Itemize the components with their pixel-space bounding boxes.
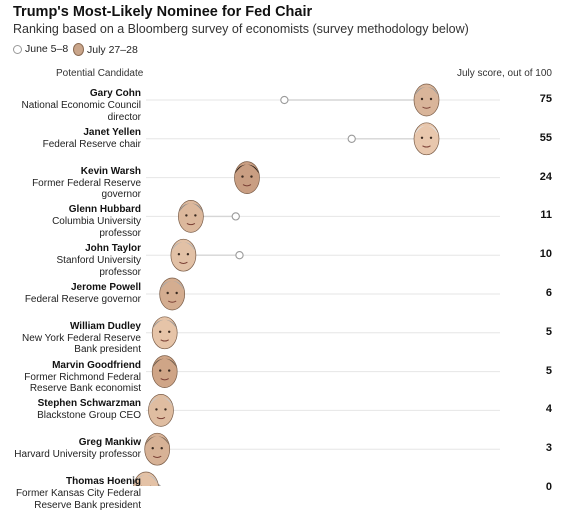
candidate-role-line: Reserve Bank economist [1, 383, 141, 395]
july-portrait-marker [414, 123, 439, 155]
july-score-label: 6 [522, 287, 552, 299]
candidate-role: Federal Reserve governor [1, 294, 141, 306]
july-portrait-marker [160, 278, 185, 310]
july-score-label: 10 [522, 248, 552, 260]
july-portrait-marker [414, 84, 439, 116]
candidate-name: William Dudley [1, 321, 141, 332]
candidate-name: Marvin Goodfriend [1, 360, 141, 371]
june-score-marker [236, 252, 243, 259]
candidate-role-line: Stanford University [1, 255, 141, 267]
candidate-role-line: Former Federal Reserve [1, 178, 141, 190]
july-portrait-marker [234, 162, 259, 194]
candidate-role-line: Harvard University professor [1, 449, 141, 461]
candidate-role-line: Columbia University [1, 216, 141, 228]
july-portrait-marker [178, 200, 203, 232]
candidate-role-line: National Economic Council [1, 100, 141, 112]
june-score-marker [348, 135, 355, 142]
candidate-name: Gary Cohn [1, 88, 141, 99]
july-portrait-marker [171, 239, 196, 271]
candidate-role: Federal Reserve chair [1, 139, 141, 151]
candidate-role-line: Federal Reserve governor [1, 294, 141, 306]
july-score-label: 11 [522, 209, 552, 221]
candidate-role: Harvard University professor [1, 449, 141, 461]
candidate-role-line: professor [1, 228, 141, 240]
candidate-role-line: Federal Reserve chair [1, 139, 141, 151]
candidate-name: Kevin Warsh [1, 166, 141, 177]
july-portrait-marker [148, 394, 173, 426]
candidate-name: John Taylor [1, 243, 141, 254]
july-score-label: 5 [522, 365, 552, 377]
candidate-role-line: director [1, 112, 141, 124]
july-score-label: 4 [522, 403, 552, 415]
candidate-role-line: New York Federal Reserve [1, 333, 141, 345]
candidate-name: Thomas Hoenig [1, 476, 141, 487]
july-score-label: 5 [522, 326, 552, 338]
july-portrait-marker [145, 433, 170, 465]
candidate-role-line: Former Richmond Federal [1, 372, 141, 384]
candidate-name: Glenn Hubbard [1, 204, 141, 215]
july-score-label: 0 [522, 481, 552, 493]
july-score-label: 75 [522, 93, 552, 105]
july-score-label: 24 [522, 171, 552, 183]
july-portrait-marker [152, 356, 177, 388]
candidate-role-line: Bank president [1, 344, 141, 356]
july-portrait-marker [152, 317, 177, 349]
candidate-role-line: professor [1, 267, 141, 279]
july-score-label: 55 [522, 132, 552, 144]
candidate-name: Jerome Powell [1, 282, 141, 293]
candidate-role-line: Blackstone Group CEO [1, 410, 141, 422]
candidate-name: Stephen Schwarzman [1, 398, 141, 409]
june-score-marker [232, 213, 239, 220]
candidate-name: Greg Mankiw [1, 437, 141, 448]
june-score-marker [281, 96, 288, 103]
july-score-label: 3 [522, 442, 552, 454]
candidate-role-line: Former Kansas City Federal [1, 488, 141, 500]
candidate-role-line: Reserve Bank president [1, 500, 141, 511]
candidate-name: Janet Yellen [1, 127, 141, 138]
candidate-role: Blackstone Group CEO [1, 410, 141, 422]
candidate-role-line: governor [1, 189, 141, 201]
